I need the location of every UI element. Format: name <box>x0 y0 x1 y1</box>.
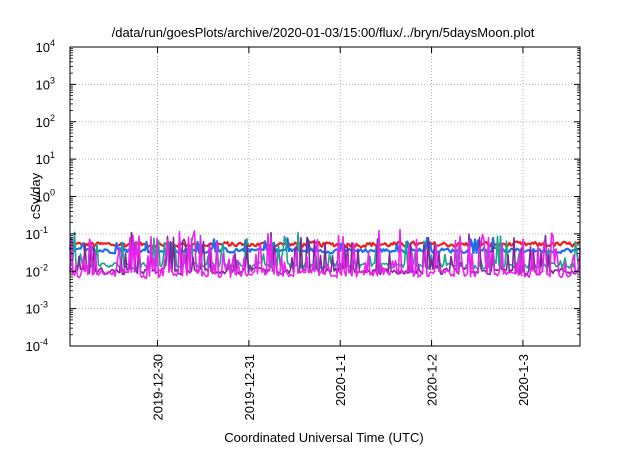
y-tick-label: 104 <box>36 38 55 55</box>
chart-title: /data/run/goesPlots/archive/2020-01-03/1… <box>112 25 535 40</box>
x-tick-label: 2019-12-30 <box>151 354 166 421</box>
x-tick-label: 2020-1-2 <box>425 354 440 406</box>
y-axis-label: cSv/day <box>28 172 43 219</box>
series-line-3 <box>69 231 581 271</box>
y-tick-label: 10-4 <box>26 337 48 354</box>
y-tick-label: 103 <box>36 75 55 92</box>
y-tick-label: 10-2 <box>26 262 48 279</box>
y-tick-label: 10-3 <box>26 300 48 317</box>
x-tick-label: 2020-1-3 <box>516 354 531 406</box>
grid <box>70 47 580 346</box>
x-tick-label: 2019-12-31 <box>242 354 257 421</box>
plot-frame <box>69 46 581 347</box>
x-axis-label: Coordinated Universal Time (UTC) <box>224 430 423 445</box>
axes: 10-4 10-3 10-2 10-1 100 101 102 103 104 2019-12-3… <box>26 38 581 421</box>
x-tick-label: 2020-1-1 <box>333 354 348 406</box>
y-tick-label: 102 <box>36 113 55 130</box>
y-tick-label: 101 <box>36 150 55 167</box>
series-layer <box>68 228 581 280</box>
y-tick-label: 10-1 <box>26 225 48 242</box>
y-tick-label: 100 <box>36 188 55 205</box>
series-line-5 <box>69 228 581 280</box>
